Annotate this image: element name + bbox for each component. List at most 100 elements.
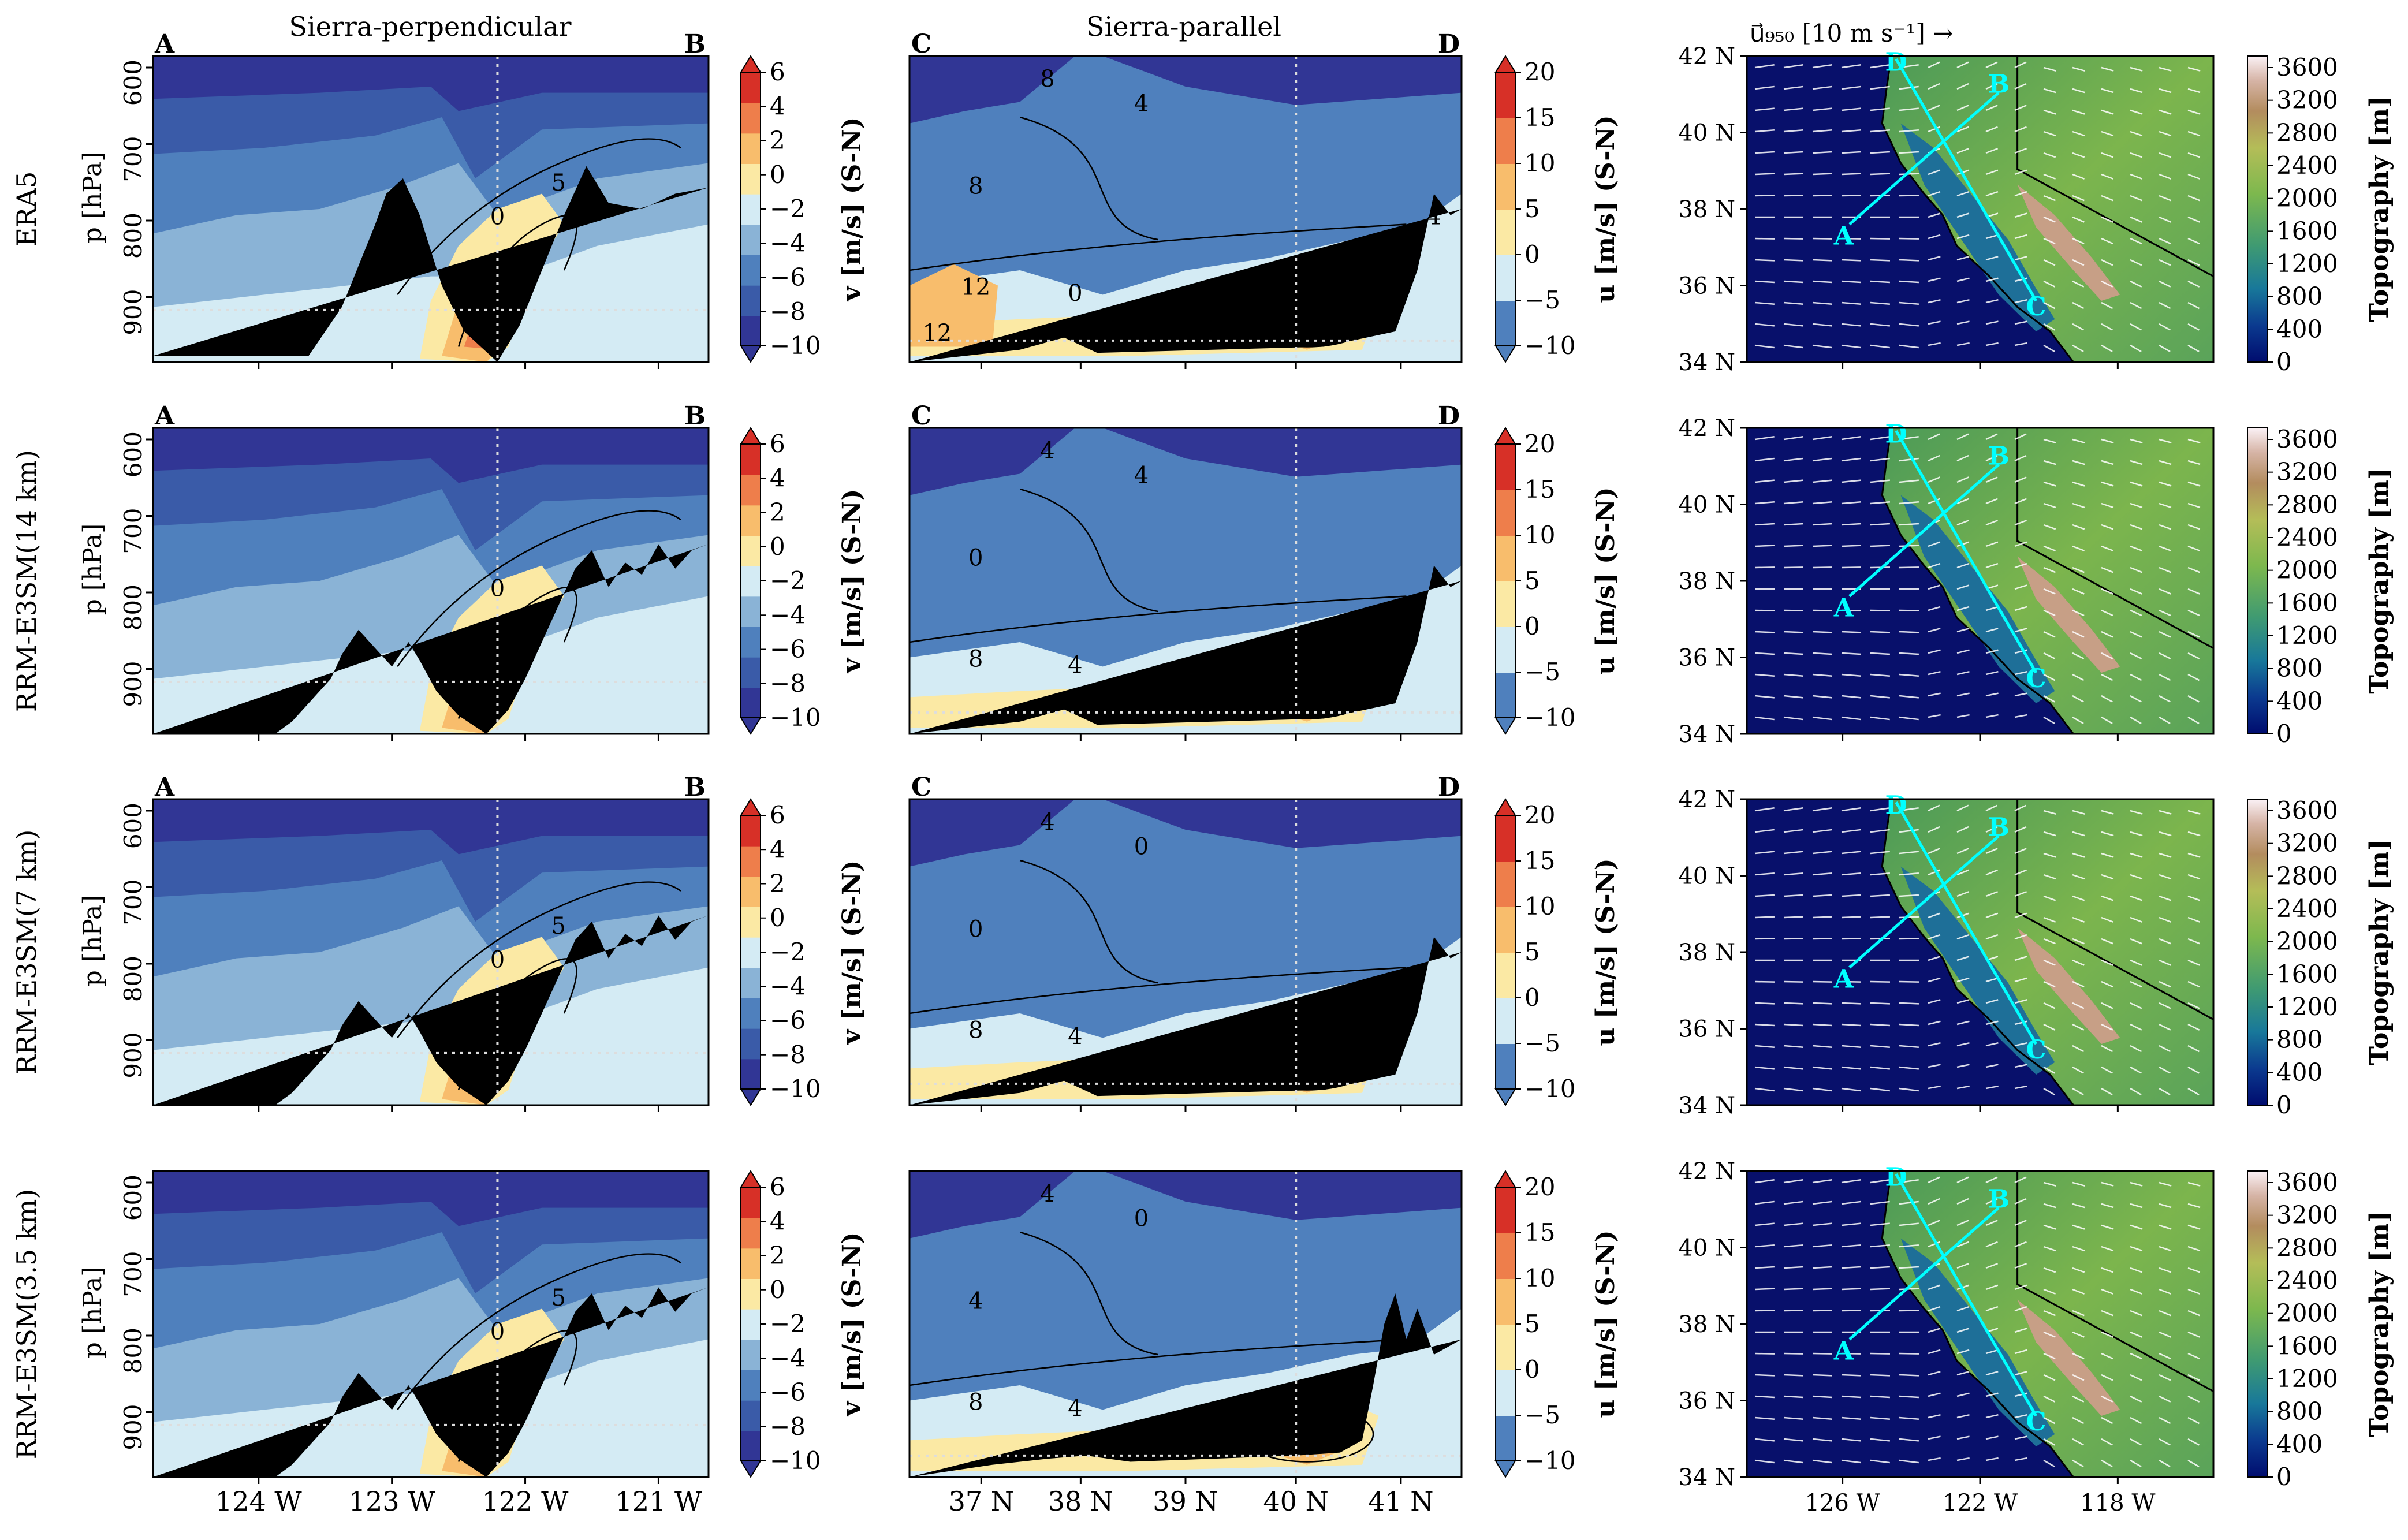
wind-arrow [2072, 831, 2085, 837]
wind-arrow [1841, 716, 1861, 721]
y-axis-label: p [hPa] [78, 524, 107, 616]
wind-arrow [1870, 652, 1891, 655]
section-line-CD [1895, 430, 2038, 674]
wind-arrow [1928, 191, 1941, 197]
wind-arrow [1783, 916, 1804, 919]
colorbar-segment [741, 845, 761, 877]
map-point-label-C: C [2026, 664, 2046, 693]
colorbar-segment [1496, 907, 1515, 953]
map-lat-tick-label: 34 N [1678, 1464, 1735, 1491]
colorbar-tick-label: 400 [2276, 1430, 2323, 1458]
contour-label: 4 [1333, 999, 1347, 1026]
wind-arrow [2014, 999, 2027, 1004]
wind-arrow [1783, 1266, 1804, 1269]
wind-arrow [2187, 1224, 2201, 1230]
wind-arrow [1812, 64, 1832, 69]
wind-arrow [2014, 234, 2027, 240]
wind-arrow [2159, 1288, 2172, 1295]
wind-arrow [1870, 237, 1891, 240]
wind-arrow [2014, 1064, 2027, 1068]
wind-arrow [2187, 980, 2200, 988]
wind-arrow [2130, 280, 2142, 288]
wind-arrow [2014, 454, 2027, 462]
wind-arrow [2072, 88, 2085, 94]
wind-arrow [1985, 628, 1999, 633]
wind-arrow [2159, 195, 2171, 202]
wind-arrow [1812, 609, 1833, 611]
sierra-nevada [2017, 1299, 2120, 1416]
wind-arrow [1899, 479, 1919, 483]
wind-arrow [1812, 457, 1832, 462]
wind-arrow [2130, 1224, 2143, 1230]
colorbar-segment [1496, 1324, 1515, 1370]
wind-arrow [1899, 1310, 1919, 1312]
wind-arrow [2187, 460, 2201, 465]
colorbar-tick-label: 2400 [2276, 151, 2338, 180]
wind-arrow [1870, 85, 1890, 90]
wind-arrow [1812, 1310, 1833, 1312]
wind-arrow [2101, 1267, 2114, 1273]
contour-line [1019, 116, 1158, 241]
wind-arrow [1783, 1002, 1804, 1005]
colorbar-tick-label: −2 [770, 1310, 806, 1338]
wind-arrow [2072, 216, 2085, 223]
wind-arrow [2043, 1459, 2055, 1468]
wind-arrow [1956, 277, 1970, 282]
colorbar-segment [741, 1278, 761, 1310]
wind-arrow [2187, 1310, 2200, 1317]
wind-arrow [1841, 1266, 1862, 1269]
colorbar-tick-label: 2 [770, 1241, 785, 1270]
wind-arrow [1841, 501, 1861, 505]
wind-arrow [1754, 1023, 1775, 1027]
wind-arrow [2043, 237, 2056, 245]
wind-arrow [2014, 956, 2027, 961]
wind-arrow [1870, 1200, 1890, 1205]
wind-arrow [1928, 1020, 1941, 1026]
wind-arrow [2101, 1459, 2113, 1468]
map-point-label-B: B [1988, 442, 2010, 471]
colorbar-tick-label: 0 [2276, 719, 2292, 748]
wind-arrow [1956, 476, 1969, 483]
colorbar-tick-label: 2800 [2276, 862, 2338, 890]
colorbar-tick-label: 0 [2276, 1463, 2292, 1491]
topography-map: A B C D 42 N 40 N 38 N 36 N 34 N [1678, 1158, 2215, 1491]
colorbar-segment [741, 687, 761, 718]
wind-arrow [2043, 88, 2056, 94]
wind-arrow [1899, 1087, 1919, 1092]
wind-arrow [1754, 1200, 1775, 1205]
wind-arrow [2187, 1002, 2200, 1009]
contour-label: 8 [968, 646, 983, 672]
lat-tick-label: 41 N [1368, 1486, 1433, 1517]
wind-arrow [2043, 566, 2056, 573]
wind-arrow [1956, 1020, 1970, 1026]
wind-arrow [2159, 588, 2171, 595]
wind-arrow [1812, 673, 1832, 677]
wind-arrow [1956, 148, 1970, 154]
colorbar-segment [1496, 255, 1515, 301]
wind-arrow [1754, 344, 1775, 349]
wind-arrow [1841, 457, 1861, 462]
point-label-B: B [684, 401, 706, 431]
u-band-minus10 [1102, 56, 1462, 105]
wind-arrow [1899, 280, 1919, 284]
topography-colorbar: 3600 3200 2800 2400 2000 1600 1200 800 400 0 Topog… [2247, 796, 2394, 1119]
contour-line [1019, 488, 1158, 613]
wind-arrow [2014, 1328, 2027, 1333]
wind-arrow [1985, 912, 1999, 919]
wind-arrow [2159, 1002, 2171, 1009]
wind-arrow [1812, 1087, 1832, 1092]
row-label: ERA5 [11, 171, 42, 247]
colorbar-tick-label: 6 [770, 430, 785, 458]
wind-arrow [2159, 1416, 2171, 1425]
wind-arrow [2072, 1288, 2085, 1295]
wind-arrow [1812, 479, 1832, 483]
wind-arrow [2159, 438, 2172, 443]
u-band-minus10 [909, 1171, 1075, 1239]
colorbar-segment [741, 72, 761, 103]
wind-arrow [2101, 545, 2114, 551]
colorbar-segment [1496, 581, 1515, 627]
colorbar-tick-label: −8 [770, 297, 806, 326]
wind-arrow [2043, 259, 2056, 266]
wind-arrow [1956, 670, 1970, 676]
map-lat-tick-label: 38 N [1678, 568, 1735, 595]
